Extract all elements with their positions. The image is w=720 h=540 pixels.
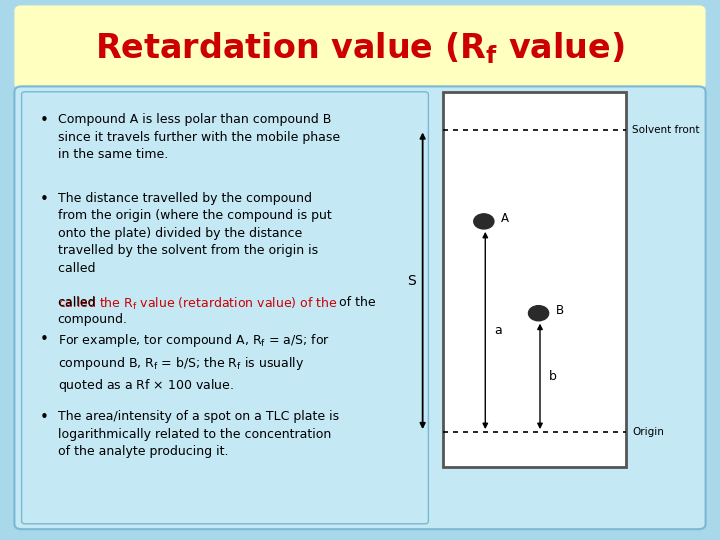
Text: For example, tor compound A, $\mathregular{R_f}$ = a/S; for
compound B, $\mathre: For example, tor compound A, $\mathregul… bbox=[58, 332, 330, 394]
Text: Compound A is less polar than compound B
since it travels further with the mobil: Compound A is less polar than compound B… bbox=[58, 113, 340, 161]
Circle shape bbox=[474, 214, 494, 229]
Text: Origin: Origin bbox=[632, 427, 664, 437]
Text: •: • bbox=[40, 410, 48, 426]
Text: The distance travelled by the compound
from the origin (where the compound is pu: The distance travelled by the compound f… bbox=[58, 192, 331, 275]
Text: called the $\mathregular{R_f}$ value (retardation value) of the: called the $\mathregular{R_f}$ value (re… bbox=[58, 296, 338, 312]
Text: S: S bbox=[407, 274, 415, 288]
Text: The area/intensity of a spot on a TLC plate is
logarithmically related to the co: The area/intensity of a spot on a TLC pl… bbox=[58, 410, 338, 458]
Text: called: called bbox=[58, 296, 99, 309]
FancyBboxPatch shape bbox=[22, 92, 428, 524]
Circle shape bbox=[528, 306, 549, 321]
FancyBboxPatch shape bbox=[14, 86, 706, 529]
Bar bbox=[443, 92, 626, 467]
Text: Retardation value ($\mathregular{R_f}$ value): Retardation value ($\mathregular{R_f}$ v… bbox=[95, 31, 625, 66]
Text: Solvent front: Solvent front bbox=[632, 125, 700, 134]
Text: compound.: compound. bbox=[58, 313, 127, 326]
Text: •: • bbox=[40, 192, 48, 207]
FancyBboxPatch shape bbox=[14, 5, 706, 89]
Text: a: a bbox=[494, 324, 502, 337]
Text: b: b bbox=[549, 370, 557, 383]
Text: •: • bbox=[40, 113, 48, 129]
Text: of the: of the bbox=[335, 296, 375, 309]
Text: A: A bbox=[501, 212, 509, 225]
Text: •: • bbox=[40, 332, 48, 347]
Text: B: B bbox=[556, 304, 564, 317]
